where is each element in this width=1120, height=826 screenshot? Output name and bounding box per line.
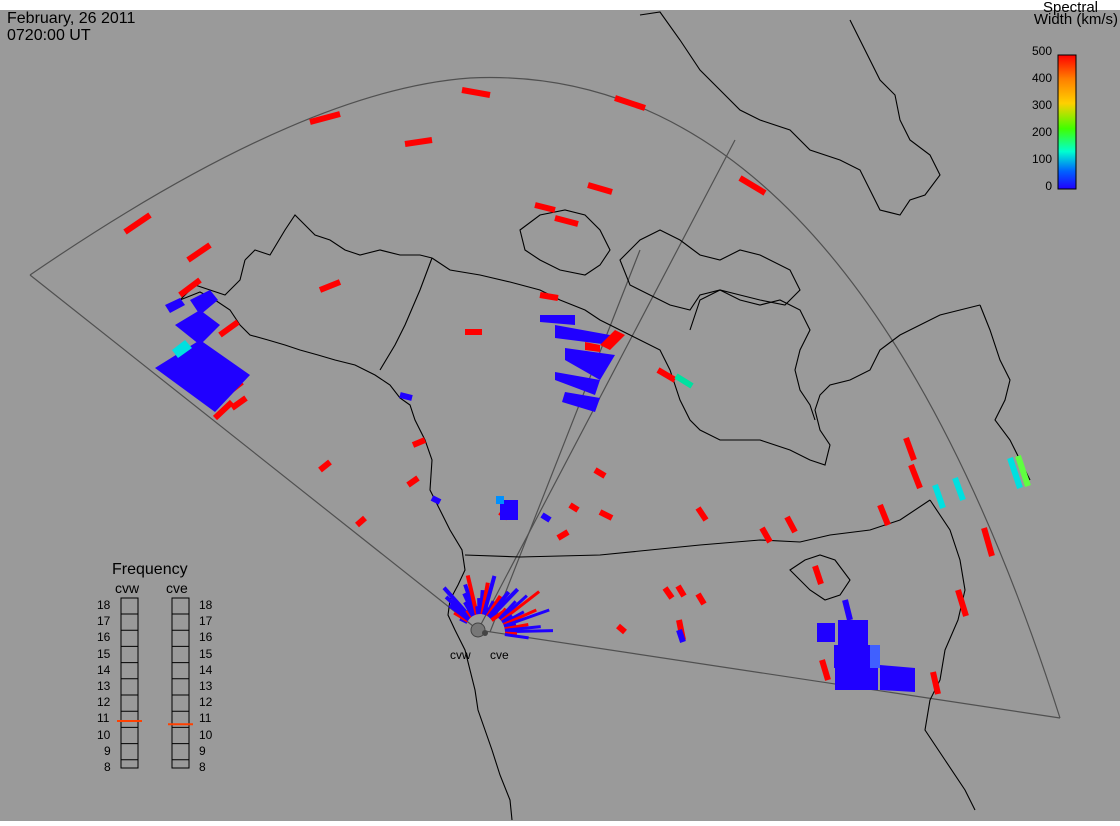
freq-label-left: 18 <box>97 598 110 612</box>
echo-fan-cell <box>505 631 553 632</box>
freq-label-right: 9 <box>199 744 206 758</box>
frequency-radar-cve: cve <box>166 580 188 596</box>
echo-cell <box>540 295 558 298</box>
freq-label-right: 16 <box>199 630 212 644</box>
date-label: February, 26 2011 <box>7 11 135 27</box>
echo-patch <box>880 665 915 692</box>
freq-label-right: 10 <box>199 728 212 742</box>
colorbar-tick-0: 0 <box>1012 179 1052 193</box>
echo-cell <box>542 515 550 520</box>
time-label: 0720:00 UT <box>7 28 91 44</box>
echo-patch <box>870 645 880 668</box>
freq-label-right: 18 <box>199 598 212 612</box>
freq-label-left: 12 <box>97 695 110 709</box>
echo-patch <box>496 496 504 504</box>
freq-label-right: 14 <box>199 663 212 677</box>
echo-cell <box>405 140 432 144</box>
map-background <box>0 10 1120 821</box>
echo-patch <box>838 620 868 645</box>
colorbar-gradient <box>1058 55 1076 189</box>
echo-cell <box>679 630 683 642</box>
echo-patch <box>835 668 878 690</box>
freq-label-right: 8 <box>199 760 206 774</box>
freq-label-right: 17 <box>199 614 212 628</box>
frequency-radar-cvw: cvw <box>115 580 139 596</box>
freq-label-right: 13 <box>199 679 212 693</box>
site-label-cve: cve <box>490 648 509 662</box>
echo-cell <box>432 498 440 502</box>
colorbar-tick-500: 500 <box>1012 44 1052 58</box>
freq-label-left: 8 <box>104 760 111 774</box>
freq-label-right: 11 <box>199 711 211 725</box>
freq-label-left: 13 <box>97 679 110 693</box>
colorbar-tick-400: 400 <box>1012 71 1052 85</box>
colorbar-tick-100: 100 <box>1012 152 1052 166</box>
freq-label-left: 14 <box>97 663 110 677</box>
site-label-cvw: cvw <box>450 648 471 662</box>
freq-label-left: 15 <box>97 647 110 661</box>
colorbar-tick-200: 200 <box>1012 125 1052 139</box>
freq-label-left: 11 <box>97 711 109 725</box>
freq-label-left: 10 <box>97 728 110 742</box>
freq-label-right: 12 <box>199 695 212 709</box>
freq-label-left: 9 <box>104 744 111 758</box>
echo-cell <box>400 395 412 398</box>
freq-label-right: 15 <box>199 647 212 661</box>
freq-label-left: 16 <box>97 630 110 644</box>
colorbar-tick-300: 300 <box>1012 98 1052 112</box>
frequency-title: Frequency <box>112 561 188 579</box>
echo-cell <box>570 505 578 510</box>
echo-patch <box>817 623 835 642</box>
radar-site-cve <box>482 630 488 636</box>
colorbar-title-line2: Width (km/s) <box>1034 12 1118 28</box>
freq-label-left: 17 <box>97 614 110 628</box>
